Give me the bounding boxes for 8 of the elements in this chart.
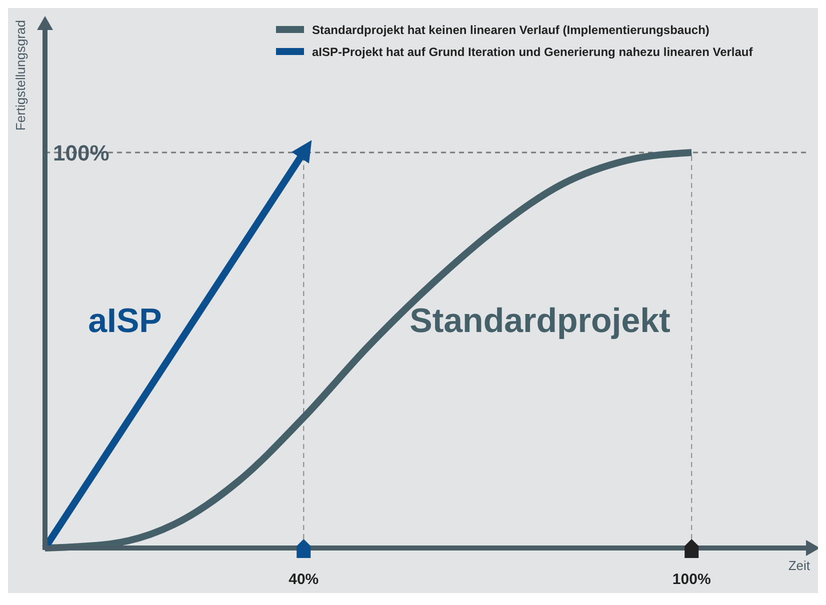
x-tick-label: 40%	[288, 571, 319, 588]
y-axis-title: Fertigstellungsgrad	[13, 20, 28, 131]
legend-label: Standardprojekt hat keinen linearen Verlauf (Implementierungsbauch)	[312, 23, 710, 37]
legend-label: aISP-Projekt hat auf Grund Iteration und Generierung nahezu linearen Verlauf	[312, 45, 754, 59]
x-axis-title: Zeit	[788, 558, 810, 573]
annotation: aISP	[88, 302, 162, 340]
ref-line-label: 100%	[53, 140, 110, 166]
annotation: Standardprojekt	[410, 302, 670, 340]
